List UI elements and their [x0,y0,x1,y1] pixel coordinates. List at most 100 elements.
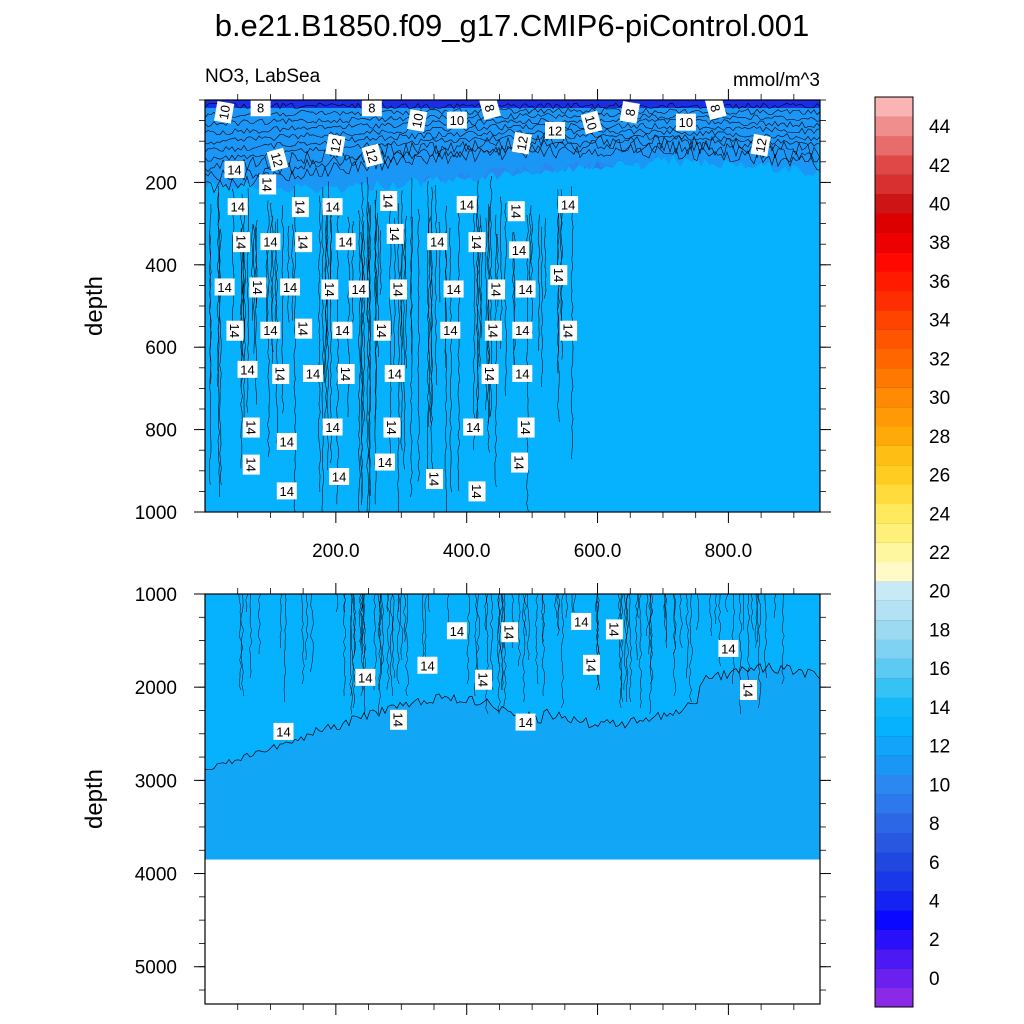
contour-label-text: 10 [582,114,600,132]
contour-line [257,594,261,655]
contour-label: 14 [273,722,294,740]
contour-line [537,214,540,351]
contour-label-box [560,320,578,341]
colorbar-swatch [875,581,913,601]
contour-label-box [417,656,438,674]
contour-line [540,226,543,388]
colorbar-swatch [875,97,913,117]
surface-layer [205,100,820,108]
contour-label: 14 [259,174,277,195]
colorbar-tick-label: 44 [929,117,951,138]
colorbar-swatch [875,348,913,369]
colorbar-tick-label: 18 [929,620,950,641]
contour-label-box [463,418,484,436]
contour-label-text: 14 [332,469,346,484]
contour-line [400,234,403,451]
contour-label-box [446,622,467,640]
contour-label-text: 14 [426,472,441,486]
contour-line [623,594,628,691]
contour-label: 10 [446,111,467,129]
colorbar-tick-label: 36 [929,272,950,293]
contour-label-box [390,709,408,730]
contour-label-text: 14 [325,200,339,215]
contour-label-text: 14 [443,323,457,338]
contour-label: 14 [374,453,395,471]
contour-label: 14 [302,364,323,382]
contour-label-text: 14 [512,455,527,469]
contour-line [209,204,212,485]
contour-line [523,594,527,637]
contour-label-text: 14 [230,200,244,215]
contour-line [724,594,729,613]
contour-line [391,594,395,679]
colorbar-swatch [875,774,913,795]
contour-label-text: 14 [243,457,258,471]
contour-label: 14 [249,277,267,298]
contour-line [291,224,294,321]
contour-label-box [718,639,739,657]
contour-label-text: 14 [227,163,241,178]
contour-label: 14 [260,321,281,339]
contour-label: 12 [266,147,289,172]
colorbar-swatch [875,503,913,524]
contour-label: 14 [332,321,353,339]
contour-line [626,594,629,631]
contour-label: 14 [507,201,525,222]
contour-label: 10 [580,110,603,135]
colorbar-swatch [875,135,913,156]
contour-label: 14 [276,482,297,500]
contour-line [773,594,777,619]
contour-label-box [558,196,579,214]
contour-label-text: 14 [515,323,529,338]
contour-label-text: 14 [518,420,533,434]
contour-label-text: 14 [306,366,320,381]
contour-line [497,594,501,715]
contour-label: 14 [232,232,250,253]
contour-line [541,594,546,697]
colorbar-tick-label: 40 [929,194,950,215]
contour-label-box [468,232,486,253]
contour-line [750,594,754,631]
contour-label-box [259,174,277,195]
contour-label-box [348,280,369,298]
y-tick-label: 800 [145,421,177,442]
contour-line [424,594,428,661]
colorbar-swatch [875,639,913,659]
contour-line [494,214,498,488]
contour-label: 14 [348,280,369,298]
contour-label: 14 [605,619,623,640]
contour-label-text: 8 [622,107,638,117]
colorbar-swatch [875,251,913,272]
contour-label-box [580,110,603,135]
colorbar-swatch [875,290,913,311]
contour-line [755,594,759,643]
contour-line [731,594,735,685]
contour-label: 8 [479,96,501,120]
contour-line [335,594,339,613]
colorbar-swatch [875,852,913,872]
contour-line [560,594,565,709]
contour-label: 14 [214,278,235,296]
colorbar-swatch [875,387,913,408]
colorbar-swatch [875,116,913,137]
contour-label: 14 [295,318,313,339]
contour-line [399,594,404,661]
colorbar-tick-label: 8 [929,814,940,835]
contour-label-text: 14 [489,282,504,296]
contour-label-text: 14 [466,420,480,435]
colorbar-tick-label: 24 [929,504,951,525]
contour-label-box [571,612,592,630]
contour-line [541,594,545,643]
contour-line [324,221,327,430]
contour-label-text: 14 [378,455,392,470]
colorbar-tick-label: 6 [929,853,940,874]
contour-label-box [511,131,532,155]
colorbar-swatch [875,600,913,621]
contour-line [283,594,287,703]
colorbar-tick-label: 10 [929,775,950,796]
colorbar-swatch [875,968,913,989]
contour-line [648,594,652,655]
contour-label-box [511,452,529,473]
contour-label-text: 14 [233,235,248,249]
contour-line [434,185,438,386]
